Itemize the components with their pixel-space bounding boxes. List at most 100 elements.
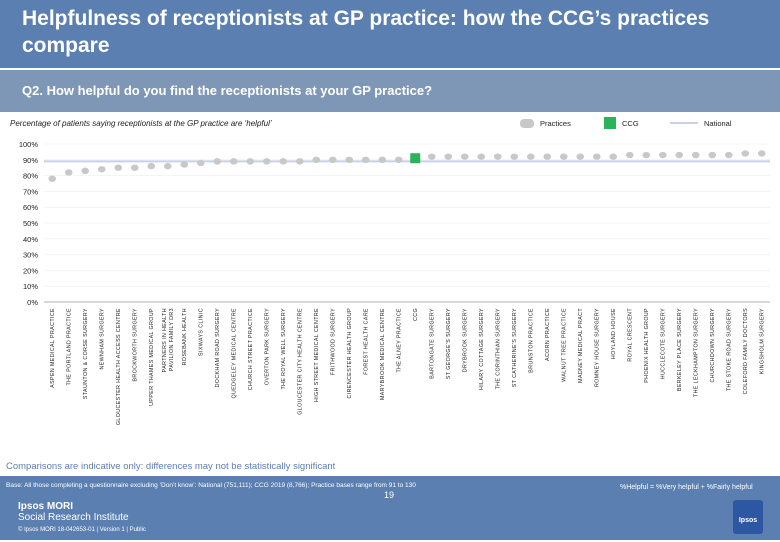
- helpful-definition: %Helpful = %Very helpful + %Fairly helpf…: [620, 484, 753, 491]
- legend-label-ccg: CCG: [622, 118, 639, 128]
- practice-marker: [510, 153, 519, 160]
- legend-item-ccg: CCG: [604, 116, 639, 130]
- x-category-label: QUEDGELEY MEDICAL CENTRE: [232, 308, 238, 399]
- practice-marker: [213, 158, 222, 165]
- question-text: Q2. How helpful do you find the receptio…: [22, 83, 433, 98]
- y-tick-label: 60%: [23, 203, 38, 212]
- x-category-label: THE PORTLAND PRACTICE: [67, 308, 73, 386]
- x-category-label: BARTONGATE SURGERY: [430, 308, 436, 379]
- x-category-label: KINGSHOLM SURGERY: [760, 308, 766, 374]
- y-tick-label: 40%: [23, 235, 38, 244]
- x-category-label: MARYBROOK MEDICAL CENTRE: [380, 308, 386, 400]
- practice-marker: [246, 158, 255, 165]
- legend-item-national: National: [670, 116, 732, 130]
- practice-marker: [658, 151, 667, 159]
- legend-swatch-ccg: [604, 117, 616, 129]
- x-category-label: ST GEORGE'S SURGERY: [446, 308, 452, 379]
- x-category-label: NEWNHAM SURGERY: [100, 308, 106, 370]
- x-category-label: ROMNEY HOUSE SURGERY: [595, 308, 601, 387]
- practice-marker: [543, 153, 552, 160]
- practice-marker: [130, 164, 139, 171]
- practice-marker: [460, 153, 469, 160]
- x-category-label: BRUNSTON PRACTICE: [529, 308, 535, 373]
- practice-marker: [345, 156, 354, 163]
- practice-marker: [691, 151, 700, 159]
- practice-marker: [592, 153, 601, 160]
- y-tick-label: 90%: [23, 156, 38, 165]
- y-tick-label: 100%: [19, 140, 39, 149]
- practice-marker: [427, 153, 436, 160]
- practice-marker: [229, 158, 238, 165]
- practice-marker: [724, 151, 733, 159]
- y-tick-label: 50%: [23, 219, 38, 228]
- x-category-label: HILARY COTTAGE SURGERY: [479, 308, 485, 390]
- footnote: Comparisons are indicative only: differe…: [6, 461, 336, 472]
- y-tick-label: 20%: [23, 266, 38, 275]
- practice-marker: [97, 166, 106, 173]
- x-category-label: DOCKHAM ROAD SURGERY: [215, 308, 221, 387]
- ipsos-badge-logo: Ipsos: [733, 500, 763, 534]
- x-category-label: ROYAL CRESCENT: [628, 308, 634, 362]
- x-category-label: GLOUCESTER CITY HEALTH CENTRE: [298, 308, 304, 415]
- ipsos-mori-logo: Ipsos MORI Social Research Institute: [18, 501, 129, 523]
- practice-marker: [625, 151, 634, 159]
- x-category-label: OVERTON PARK SURGERY: [265, 308, 271, 385]
- legend-swatch-practices: [520, 118, 534, 128]
- x-category-label: PHOENIX HEALTH GROUP: [644, 308, 650, 383]
- title-banner: Helpfulness of receptionists at GP pract…: [0, 0, 780, 68]
- copyright-text: © Ipsos MORI 18-042653-01 | Version 1 | …: [18, 527, 146, 533]
- practice-marker: [147, 162, 156, 170]
- x-category-label: HIGH STREET MEDICAL CENTRE: [314, 308, 320, 402]
- x-category-label: COLEFORD FAMILY DOCTORS: [743, 308, 749, 394]
- legend-label-national: National: [704, 118, 732, 128]
- practice-marker: [114, 164, 123, 171]
- x-category-label: THE CORINTHIAN SURGERY: [496, 308, 502, 389]
- x-category-label: HUCCLECOTE SURGERY: [661, 308, 667, 379]
- x-category-label: FOREST HEALTH CARE: [364, 308, 370, 375]
- practice-marker: [279, 158, 288, 165]
- x-category-label: GLOUCESTER HEALTH ACCESS CENTRE: [116, 308, 122, 425]
- legend-label-practices: Practices: [540, 118, 571, 128]
- x-category-label: MADNEY MEDICAL PRACT: [578, 308, 584, 383]
- y-tick-label: 80%: [23, 172, 38, 181]
- x-category-label: DRYBROOK SURGERY: [463, 308, 469, 372]
- practice-marker: [741, 150, 750, 157]
- practice-marker: [757, 150, 766, 157]
- practice-marker: [477, 153, 486, 160]
- practice-marker: [295, 158, 304, 165]
- question-banner: Q2. How helpful do you find the receptio…: [0, 70, 780, 112]
- x-category-label: CIRENCESTER HEALTH GROUP: [347, 308, 353, 399]
- base-note: Base: All those completing a questionnai…: [6, 482, 416, 489]
- y-tick-label: 10%: [23, 282, 38, 291]
- x-category-label: CCG: [413, 308, 419, 321]
- chart-subtitle: Percentage of patients saying receptioni…: [10, 119, 272, 128]
- x-category-label: THE ALNEY PRACTICE: [397, 308, 403, 373]
- x-category-label: THE LECKHAMPTON SURGERY: [694, 308, 700, 397]
- practice-marker: [444, 153, 453, 160]
- practice-marker: [312, 156, 321, 163]
- x-category-label: ASPEN MEDICAL PRACTICE: [50, 308, 56, 388]
- practice-marker: [196, 159, 205, 167]
- x-category-label: UPPER THAMES MEDICAL GROUP: [149, 308, 155, 406]
- x-category-label: THE ROYAL WELL SURGERY: [281, 308, 287, 390]
- x-category-label: STAUNTON & CORSE SURGERY: [83, 308, 89, 399]
- practice-marker: [262, 158, 271, 165]
- practice-marker: [81, 167, 90, 175]
- y-tick-label: 70%: [23, 187, 38, 196]
- ccg-marker: [410, 153, 421, 164]
- practice-marker: [493, 153, 502, 160]
- x-category-label: HOYLAND HOUSE: [611, 308, 617, 359]
- y-tick-label: 0%: [27, 298, 38, 307]
- x-category-label: CHURCH STREET PRACTICE: [248, 308, 254, 390]
- x-category-label: BROCKWORTH SURGERY: [133, 308, 139, 382]
- x-category-label: ROSEBANK HEALTH: [182, 308, 188, 365]
- practice-marker: [675, 151, 684, 159]
- practice-marker: [559, 153, 568, 160]
- practice-marker: [163, 162, 172, 170]
- x-category-label: SIXWAYS CLINIC: [199, 308, 205, 356]
- x-category-label: BERKELEY PLACE SURGERY: [677, 308, 683, 391]
- page-title: Helpfulness of receptionists at GP pract…: [22, 7, 710, 57]
- x-category-label: ACORN PRACTICE: [545, 308, 551, 361]
- practice-marker: [48, 175, 57, 182]
- practice-marker: [394, 156, 403, 163]
